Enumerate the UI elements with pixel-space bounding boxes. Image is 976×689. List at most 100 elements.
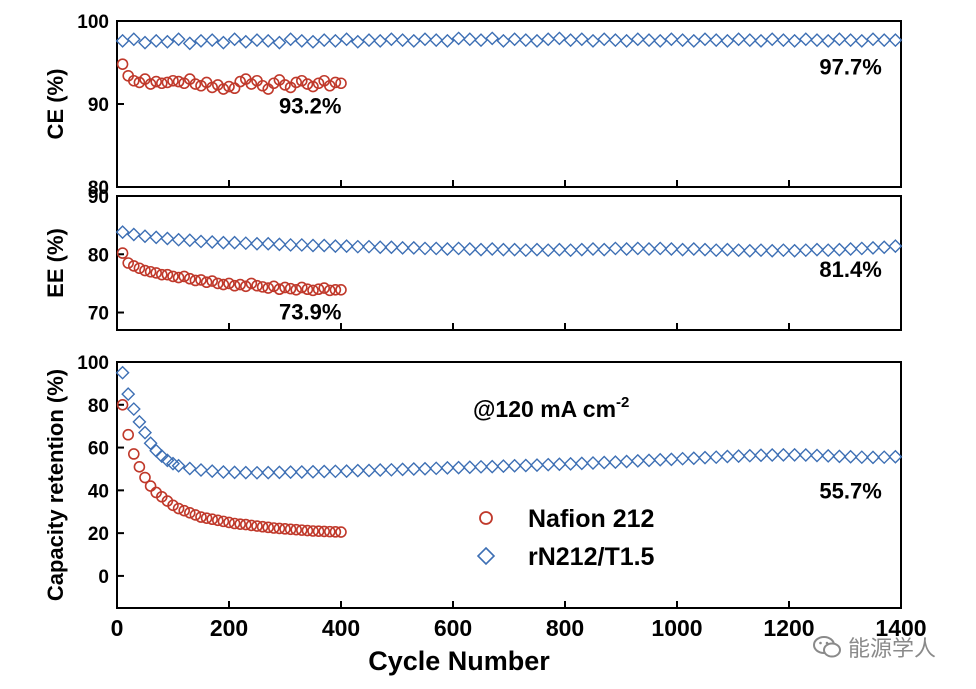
data-point-circle [290,523,303,536]
data-point-circle [251,279,263,292]
y-tick-label: 80 [88,178,109,199]
data-point-diamond [709,243,724,258]
data-point-diamond [395,33,410,48]
data-point-diamond [384,32,399,47]
data-point-diamond [731,243,746,258]
data-point-diamond [731,32,746,47]
data-point-diamond [765,32,780,47]
data-point-diamond [731,449,746,464]
data-point-circle [256,281,269,293]
series-rn212-t15 [115,365,903,480]
data-point-diamond [765,243,780,258]
data-point-diamond [384,240,399,255]
data-point-circle [284,523,297,536]
data-point-diamond [541,243,556,258]
data-point-circle [267,522,280,534]
data-point-circle [122,428,134,441]
data-point-diamond [362,239,376,254]
data-point-diamond [653,241,668,256]
data-point-circle [150,75,162,88]
data-point-circle [156,268,168,281]
data-point-diamond [250,465,264,480]
data-point-diamond [216,464,231,479]
data-point-diamond [530,33,544,48]
data-point-diamond [339,464,354,479]
data-point-circle [156,77,168,90]
data-point-diamond [339,32,354,47]
data-point-circle [301,524,314,537]
data-point-circle [256,79,269,92]
data-point-diamond [530,458,544,473]
legend-marker-circle [479,511,493,525]
data-point-diamond [698,32,712,47]
series-rn212-t15 [115,31,903,51]
data-point-diamond [250,33,264,48]
data-point-diamond [709,450,724,465]
data-point-diamond [574,242,589,257]
data-point-circle [217,278,230,291]
data-point-diamond [429,461,444,476]
data-point-diamond [306,34,320,49]
data-point-diamond [384,462,399,477]
data-point-diamond [261,236,276,251]
data-point-diamond [474,242,488,257]
data-point-diamond [541,457,556,472]
data-point-diamond [798,448,813,463]
data-point-diamond [810,448,824,463]
data-point-circle [279,79,291,91]
data-point-circle [161,76,174,89]
data-point-diamond [462,460,477,475]
data-point-diamond [126,402,141,417]
data-point-diamond [686,451,701,466]
x-tick-label: 400 [322,615,360,641]
data-point-circle [167,74,179,87]
data-point-diamond [171,32,186,47]
data-point-circle [245,78,258,90]
data-point-diamond [698,242,712,257]
data-point-diamond [765,448,780,463]
data-point-diamond [238,34,253,49]
data-point-diamond [496,242,511,257]
data-point-diamond [653,33,668,48]
plot-frame [116,361,902,609]
data-point-diamond [586,33,600,48]
data-point-diamond [787,243,802,258]
data-point-diamond [171,232,186,247]
data-point-diamond [608,33,623,48]
data-point-circle [234,278,246,291]
data-point-diamond [798,243,813,258]
data-point-diamond [496,33,511,48]
data-point-diamond [798,32,813,47]
data-point-circle [150,267,162,279]
data-point-diamond [720,33,735,48]
data-point-circle [240,280,252,293]
data-point-diamond [283,237,298,252]
data-point-diamond [518,458,533,473]
data-point-diamond [406,33,421,48]
data-point-diamond [507,458,522,473]
data-point-diamond [350,34,365,49]
data-point-diamond [395,240,410,255]
data-point-diamond [317,33,332,48]
data-point-diamond [630,241,645,256]
data-point-diamond [574,32,589,47]
legend-label: Nafion 212 [528,505,654,533]
data-point-diamond [121,387,136,402]
legend-marker-diamond [476,546,496,566]
data-point-circle [195,511,207,523]
y-tick-label: 70 [88,304,109,325]
data-point-diamond [720,449,735,464]
data-point-diamond [877,450,892,465]
data-point-diamond [115,33,130,48]
data-point-diamond [328,33,343,48]
value-label: 81.4% [819,257,881,282]
data-point-diamond [742,243,757,258]
data-point-diamond [552,31,567,46]
data-point-diamond [138,35,152,50]
series-rn212-t15 [115,225,903,258]
data-point-diamond [294,464,309,479]
data-point-diamond [854,241,869,256]
data-point-diamond [182,461,197,476]
data-point-circle [335,526,347,538]
data-point-diamond [574,456,589,471]
